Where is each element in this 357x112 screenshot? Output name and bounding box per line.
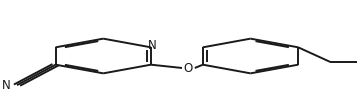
Text: N: N bbox=[2, 79, 11, 92]
Text: N: N bbox=[148, 39, 157, 52]
Text: O: O bbox=[184, 62, 193, 75]
